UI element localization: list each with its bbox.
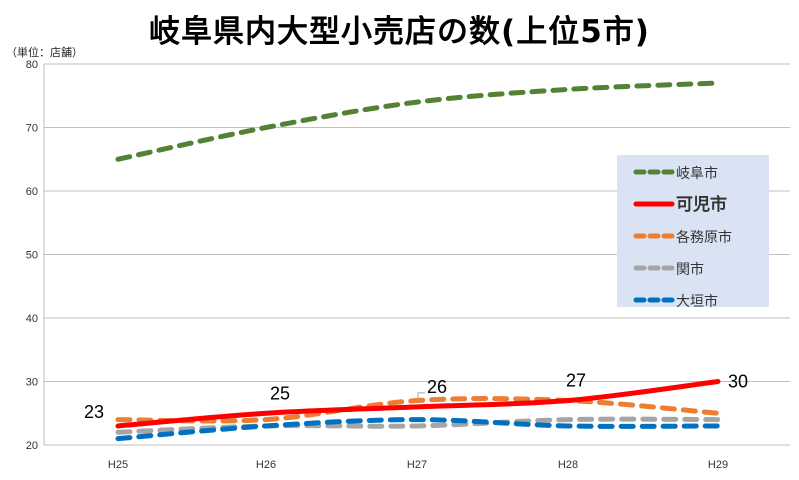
data-label-leader xyxy=(417,392,425,401)
x-tick-label-H27: H27 xyxy=(407,459,427,471)
x-tick-label-H29: H29 xyxy=(708,459,728,471)
data-label-23: 23 xyxy=(84,402,104,422)
series-line-5 xyxy=(115,417,721,442)
y-tick-label-60: 60 xyxy=(26,186,38,198)
y-tick-label-70: 70 xyxy=(26,123,38,135)
legend-label-4: 関市 xyxy=(676,261,704,278)
legend-label-3: 各務原市 xyxy=(676,229,732,246)
x-tick-label-H25: H25 xyxy=(108,459,128,471)
series-line-2 xyxy=(115,379,721,429)
legend-label-1: 岐阜市 xyxy=(676,165,718,182)
y-tick-label-80: 80 xyxy=(26,59,38,71)
series-line-3 xyxy=(115,396,721,424)
unit-label: （単位：店舗） xyxy=(6,46,83,59)
y-tick-label-40: 40 xyxy=(26,313,38,325)
x-tick-label-H28: H28 xyxy=(558,459,578,471)
x-tick-label-H26: H26 xyxy=(256,459,276,471)
y-tick-label-20: 20 xyxy=(26,440,38,452)
data-label-26: 26 xyxy=(427,377,447,397)
data-label-25: 25 xyxy=(270,383,290,403)
y-tick-label-30: 30 xyxy=(26,377,38,389)
y-tick-label-50: 50 xyxy=(26,250,38,262)
legend-label-2: 可児市 xyxy=(676,194,727,215)
data-label-30: 30 xyxy=(728,372,748,392)
data-label-27: 27 xyxy=(566,371,586,391)
data-labels: 23 25 26 27 30 xyxy=(84,371,748,422)
series-line-1 xyxy=(115,80,721,162)
legend-box xyxy=(617,155,769,307)
chart-title: 岐阜県内大型小売店の数(上位5市) xyxy=(149,14,650,50)
x-axis-ticks: H25 H26 H27 H28 H29 xyxy=(108,459,728,471)
y-axis-ticks: 20 30 40 50 60 70 80 xyxy=(26,59,38,452)
grid-lines xyxy=(43,63,790,446)
legend-label-5: 大垣市 xyxy=(676,293,718,310)
series-lines xyxy=(115,80,721,442)
series-line-4 xyxy=(115,416,721,435)
